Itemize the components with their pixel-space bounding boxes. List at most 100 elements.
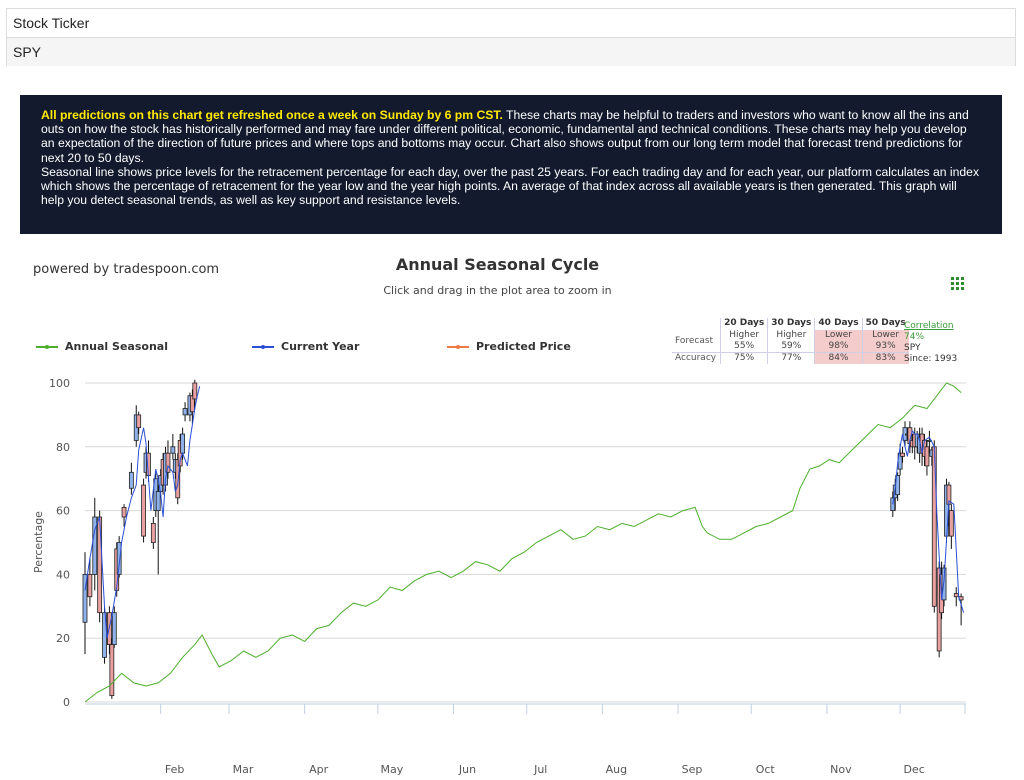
x-tick-label: Jun: [458, 763, 476, 776]
series-lines: [84, 382, 965, 703]
candle-body: [116, 542, 122, 575]
info-paragraph-1: These charts may be helpful to traders a…: [41, 108, 969, 165]
chart-subtitle: Click and drag in the plot area to zoom …: [383, 284, 612, 297]
candle: [953, 587, 959, 607]
candle-body: [111, 612, 117, 645]
x-tick-label: Dec: [903, 763, 924, 776]
candle: [128, 462, 134, 495]
candle-body: [150, 522, 156, 543]
x-tick-label: Feb: [165, 763, 184, 776]
legend-label: Current Year: [281, 340, 360, 353]
legend-label: Annual Seasonal: [65, 340, 168, 353]
y-tick-label: 80: [56, 441, 70, 454]
candle: [109, 638, 115, 699]
candle: [111, 606, 117, 648]
legend-label: Predicted Price: [476, 340, 571, 353]
candle-body: [87, 574, 93, 598]
y-axis-label: Percentage: [32, 511, 45, 573]
candle-body: [175, 459, 181, 499]
candle-body: [82, 574, 88, 623]
candle-body: [924, 446, 930, 467]
forecast-table: 20 Days 30 Days 40 Days 50 Days Forecast…: [672, 318, 909, 364]
candle: [192, 379, 198, 409]
candle: [121, 504, 127, 527]
correlation-link[interactable]: Correlation: [904, 321, 954, 331]
accuracy-cell: 84%: [814, 352, 863, 364]
candle-body: [180, 433, 186, 454]
correlation-symbol: SPY: [904, 343, 921, 353]
candle: [97, 510, 103, 623]
accuracy-cell: 83%: [861, 352, 909, 364]
y-axis-ticks: 0 20 40 60 80 100: [49, 377, 70, 709]
forecast-cell: Higher 59%: [767, 330, 815, 353]
candle: [165, 440, 171, 479]
header-50-days: 50 Days: [861, 318, 909, 330]
info-paragraph-2: Seasonal line shows price levels for the…: [41, 164, 980, 208]
ticker-input[interactable]: SPY: [7, 38, 1015, 66]
candle-body: [109, 644, 115, 697]
accuracy-cell: 77%: [767, 352, 815, 364]
candle: [87, 558, 93, 607]
candle: [941, 564, 947, 607]
candle-body: [92, 516, 98, 575]
candle-body: [136, 414, 142, 429]
chart-title: Annual Seasonal Cycle: [395, 255, 600, 274]
candle: [102, 606, 107, 664]
legend-line-icon: [36, 344, 58, 349]
candle-body: [890, 497, 896, 511]
annual-seasonal-line: [84, 382, 962, 703]
candle: [150, 516, 156, 549]
candle-body: [948, 510, 954, 537]
candle-body: [141, 484, 146, 537]
x-tick-label: Jul: [533, 763, 547, 776]
correlation-since: Since: 1993: [904, 354, 958, 364]
accuracy-cell: 75%: [720, 352, 768, 364]
forecast-row-label: Forecast: [675, 335, 714, 346]
candle-body: [182, 408, 188, 416]
forecast-cell: Lower 93%: [861, 330, 909, 353]
y-tick-label: 100: [49, 377, 70, 390]
x-tick-label: Oct: [756, 763, 776, 776]
legend-current-year[interactable]: Current Year: [252, 340, 359, 353]
ticker-box: Stock Ticker SPY: [6, 8, 1016, 66]
x-tick-label: May: [380, 763, 403, 776]
candle-body: [155, 491, 161, 511]
accuracy-row-label: Accuracy: [672, 352, 721, 364]
header-30-days: 30 Days: [767, 318, 815, 330]
candle-body: [97, 516, 103, 614]
y-tick-label: 40: [56, 568, 70, 581]
legend-line-icon: [252, 344, 274, 349]
candle: [948, 504, 954, 549]
candle-body: [170, 446, 176, 454]
header-20-days: 20 Days: [720, 318, 768, 330]
candle-body: [121, 507, 127, 518]
x-tick-label: Sep: [682, 763, 703, 776]
candle: [141, 478, 146, 543]
candle: [900, 446, 905, 463]
x-tick-label: Apr: [309, 763, 329, 776]
candle: [170, 434, 176, 460]
x-tick-label: Nov: [830, 763, 852, 776]
legend-annual-seasonal[interactable]: Annual Seasonal: [36, 340, 168, 353]
menu-grid-icon[interactable]: [951, 277, 965, 291]
info-highlight: All predictions on this chart get refres…: [41, 108, 503, 122]
powered-by[interactable]: powered by tradespoon.com: [33, 262, 220, 277]
y-tick-label: 0: [63, 696, 70, 709]
legend-predicted-price[interactable]: Predicted Price: [447, 340, 571, 353]
current-year-line: [84, 386, 965, 639]
candlesticks: [82, 379, 964, 699]
candle: [116, 536, 122, 578]
candle: [136, 411, 142, 435]
y-tick-label: 60: [56, 505, 70, 518]
candle: [82, 552, 88, 655]
candle: [924, 440, 930, 476]
candle-body: [192, 382, 198, 400]
candle: [182, 402, 188, 422]
legend-line-icon: [447, 344, 469, 349]
x-tick-label: Aug: [606, 763, 627, 776]
candle-body: [165, 452, 171, 473]
candle-body: [128, 471, 134, 489]
ticker-label: Stock Ticker: [7, 9, 1015, 38]
forecast-cell: Lower 98%: [814, 330, 863, 353]
